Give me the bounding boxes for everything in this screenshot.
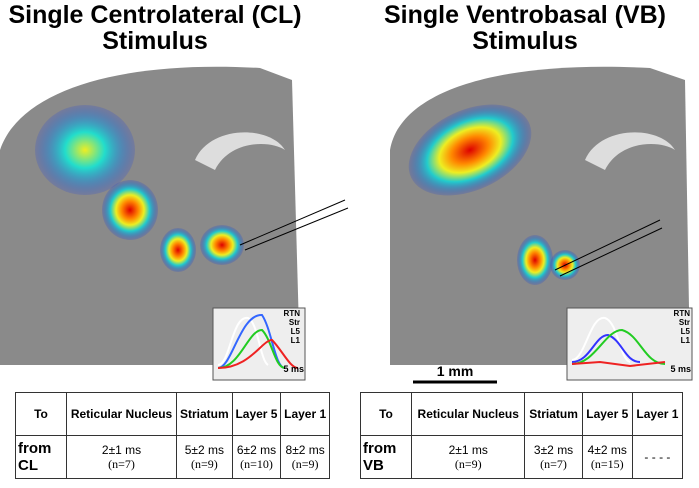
data-row: from VB 2±1 ms (n=9) 3±2 ms (n=7) 4±2 ms (n… xyxy=(360,435,684,479)
panel-title: Single Ventrobasal (VB) Stimulus xyxy=(355,2,695,54)
figure: RTN Str L5 L1 5 ms RTN Str L5 L1 5 ms 1 … xyxy=(0,66,693,384)
legend-label: RTN xyxy=(284,309,301,318)
legend-label: Str xyxy=(289,318,300,327)
header-cell: Layer 5 xyxy=(231,392,282,436)
title-line: Single Centrolateral (CL) xyxy=(8,1,302,29)
header-cell: Striatum xyxy=(176,392,233,436)
latency: 4±2 ms xyxy=(587,442,627,457)
header-cell: Striatum xyxy=(524,392,583,436)
inset: RTN Str L5 L1 5 ms xyxy=(212,307,306,381)
count: (n=9) xyxy=(190,456,218,471)
scale-bar-label: 1 mm xyxy=(437,363,474,379)
time-scale: 5 ms xyxy=(283,364,304,374)
legend-label: RTN xyxy=(674,309,691,318)
latency: 2±1 ms xyxy=(101,442,142,457)
latency: 2±1 ms xyxy=(448,442,488,457)
title-line: Single Ventrobasal (VB) xyxy=(383,1,666,29)
header-cell: To xyxy=(15,392,67,436)
latency: 5±2 ms xyxy=(184,442,224,457)
cell: 2±1 ms (n=7) xyxy=(65,435,178,479)
electrode xyxy=(554,219,663,277)
row-header: from VB xyxy=(360,435,412,479)
header-cell: Reticular Nucleus xyxy=(410,392,526,436)
latency-table: To Reticular Nucleus Striatum Layer 5 La… xyxy=(15,392,330,479)
cell: 2±1 ms (n=9) xyxy=(410,435,526,479)
header-row: To Reticular Nucleus Striatum Layer 5 La… xyxy=(15,392,330,436)
cell: 8±2 ms (n=9) xyxy=(280,435,330,479)
header-cell: To xyxy=(360,392,412,436)
brain-structure xyxy=(195,132,285,170)
count: (n=9) xyxy=(291,456,319,471)
header-row: To Reticular Nucleus Striatum Layer 5 La… xyxy=(360,392,684,436)
legend-label: L5 xyxy=(681,327,691,336)
legend-label: L5 xyxy=(291,327,301,336)
count: (n=15) xyxy=(590,456,624,471)
count: (n=10) xyxy=(240,456,273,471)
count: (n=7) xyxy=(540,456,567,471)
cell: 3±2 ms (n=7) xyxy=(524,435,583,479)
cell: 4±2 ms (n=15) xyxy=(581,435,633,479)
data-row: from CL 2±1 ms (n=7) 5±2 ms (n=9) 6±2 ms (n… xyxy=(15,435,330,479)
inset: RTN Str L5 L1 5 ms xyxy=(566,307,693,381)
latency: 3±2 ms xyxy=(533,442,574,457)
cell: 6±2 ms (n=10) xyxy=(231,435,282,479)
header-cell: Reticular Nucleus xyxy=(65,392,178,436)
header-cell: Layer 1 xyxy=(280,392,330,436)
electrode xyxy=(239,199,349,251)
panel-title: Single Centrolateral (CL) Stimulus xyxy=(0,2,325,54)
brain-structure xyxy=(585,132,675,170)
cell: - - - - xyxy=(631,435,684,479)
title-line: Stimulus xyxy=(102,27,208,55)
row-header: from CL xyxy=(15,435,67,479)
latency: 8±2 ms xyxy=(285,442,325,457)
time-scale: 5 ms xyxy=(670,364,691,374)
title-line: Stimulus xyxy=(472,27,578,55)
count: (n=7) xyxy=(108,456,135,471)
latency-table: To Reticular Nucleus Striatum Layer 5 La… xyxy=(360,392,684,479)
header-cell: Layer 1 xyxy=(631,392,684,436)
latency: - - - - xyxy=(644,450,671,464)
legend-label: L1 xyxy=(681,336,691,345)
activity-map xyxy=(35,105,244,272)
legend-label: L1 xyxy=(291,336,301,345)
header-cell: Layer 5 xyxy=(581,392,633,436)
legend-label: Str xyxy=(679,318,690,327)
cell: 5±2 ms (n=9) xyxy=(176,435,233,479)
latency: 6±2 ms xyxy=(236,442,277,457)
count: (n=9) xyxy=(454,456,482,471)
